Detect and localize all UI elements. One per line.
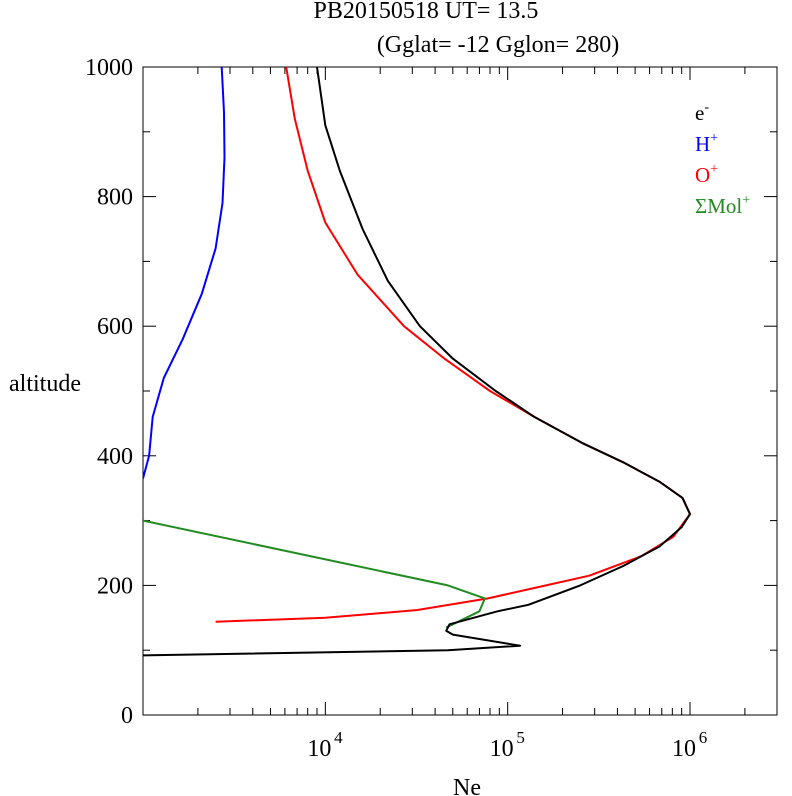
y-tick-label: 400 <box>97 444 133 470</box>
chart-title-line1: PB20150518 UT= 13.5 <box>314 0 539 24</box>
x-tick-label-exponent: 5 <box>516 728 525 747</box>
series-line-hydrogen <box>143 67 226 479</box>
legend-entry: O+ <box>695 162 718 187</box>
y-tick-label: 200 <box>97 573 133 599</box>
x-tick-label-exponent: 4 <box>334 728 343 747</box>
series-line-electron <box>143 67 691 657</box>
y-tick-label: 0 <box>121 703 133 729</box>
y-tick-label: 800 <box>97 185 133 211</box>
legend: e- H+ O+ ΣMol+ <box>695 100 750 218</box>
legend-entry: e- <box>695 100 709 125</box>
x-tick-label: 10 <box>490 736 514 762</box>
series-line-molecular <box>143 519 486 629</box>
plot-frame <box>142 66 778 716</box>
x-tick-label: 10 <box>307 736 331 762</box>
x-axis-label: Ne <box>453 775 481 796</box>
legend-entry: ΣMol+ <box>695 193 750 218</box>
legend-entry: H+ <box>695 131 718 156</box>
y-axis-label: altitude <box>9 371 81 397</box>
x-tick-label: 10 <box>672 736 696 762</box>
y-tick-label: 1000 <box>85 55 133 81</box>
chart-title-line2: (Gglat= -12 Gglon= 280) <box>377 32 619 58</box>
series-line-oxygen <box>215 67 691 623</box>
x-tick-label-exponent: 6 <box>699 728 708 747</box>
y-tick-label: 600 <box>97 314 133 340</box>
